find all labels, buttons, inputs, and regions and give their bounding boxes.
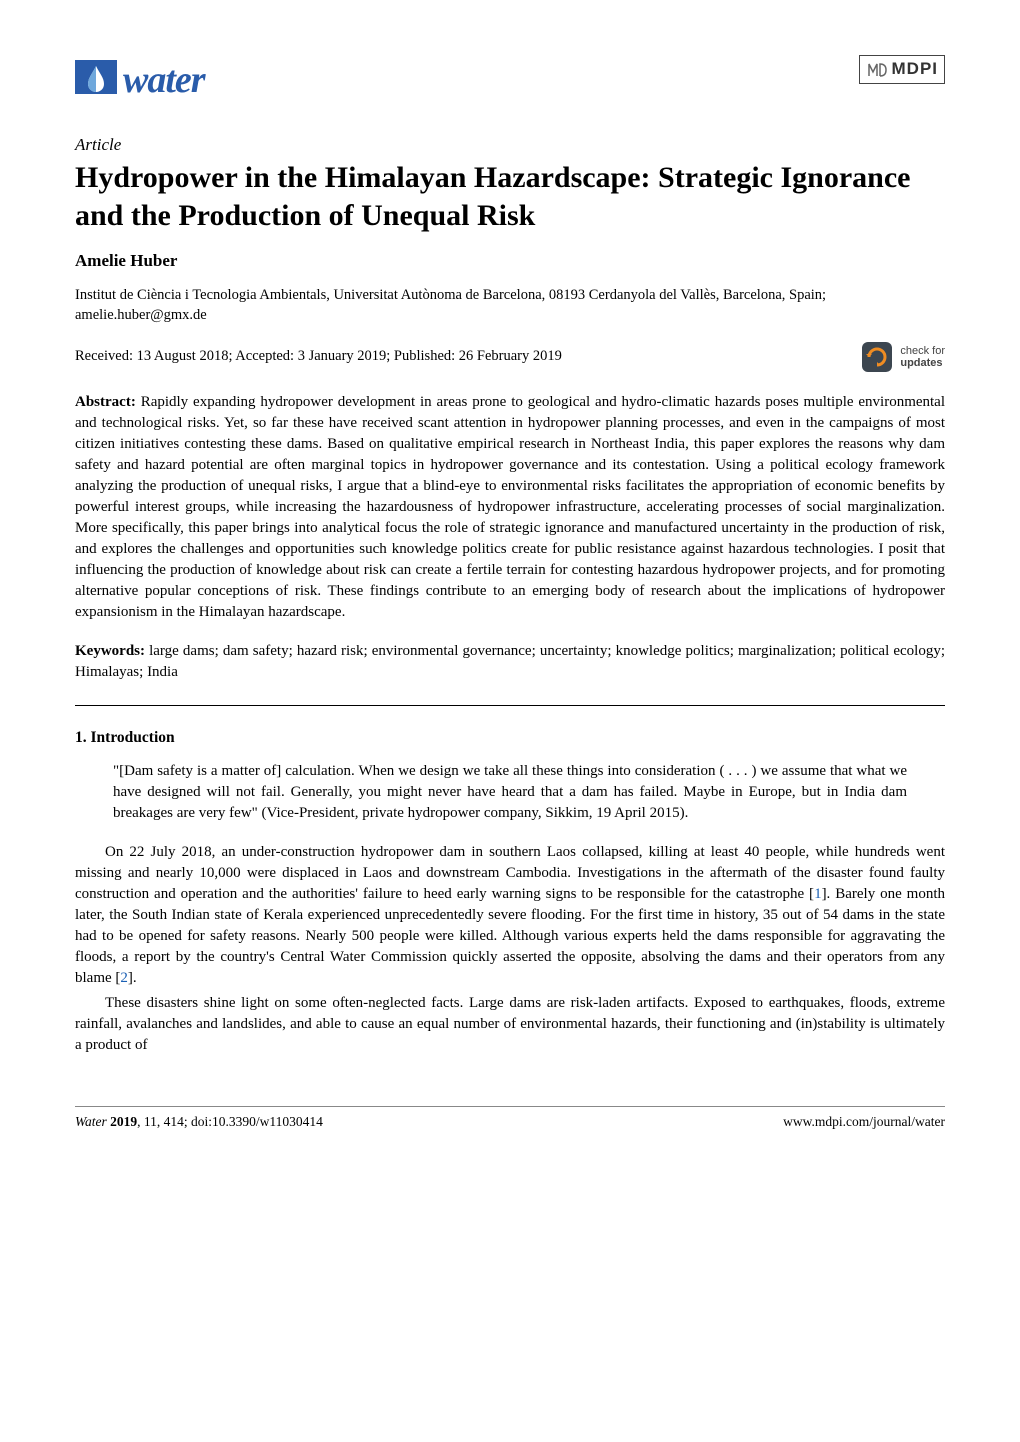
author-affiliation: Institut de Ciència i Tecnologia Ambient… <box>75 285 945 326</box>
header-row: water MDPI <box>75 55 945 106</box>
water-drop-icon <box>75 60 117 102</box>
citation-ref-2[interactable]: 2 <box>120 970 128 986</box>
mdpi-icon <box>866 58 888 80</box>
footer-year: 2019 <box>110 1114 137 1129</box>
check-updates-line1: check for <box>900 345 945 357</box>
publisher-logo: MDPI <box>859 55 946 84</box>
abstract-block: Abstract: Rapidly expanding hydropower d… <box>75 392 945 623</box>
intro-quote: "[Dam safety is a matter of] calculation… <box>113 761 907 824</box>
check-updates-icon <box>860 340 894 374</box>
dates-row: Received: 13 August 2018; Accepted: 3 Ja… <box>75 340 945 374</box>
citation-ref-1[interactable]: 1 <box>814 886 822 902</box>
section-divider <box>75 705 945 706</box>
body-paragraph-2: These disasters shine light on some ofte… <box>75 993 945 1056</box>
check-updates-badge[interactable]: check for updates <box>860 340 945 374</box>
page-footer: Water 2019, 11, 414; doi:10.3390/w110304… <box>75 1106 945 1131</box>
keywords-label: Keywords: <box>75 643 145 659</box>
check-updates-line2: updates <box>900 357 945 369</box>
author-name: Amelie Huber <box>75 250 945 273</box>
footer-doi: , 11, 414; doi:10.3390/w11030414 <box>137 1114 323 1129</box>
keywords-block: Keywords: large dams; dam safety; hazard… <box>75 641 945 683</box>
publisher-name: MDPI <box>892 58 939 81</box>
abstract-label: Abstract: <box>75 394 136 410</box>
journal-name: water <box>123 55 205 106</box>
section-heading: 1. Introduction <box>75 728 945 749</box>
check-updates-text: check for updates <box>900 345 945 369</box>
footer-journal: Water <box>75 1114 110 1129</box>
publication-dates: Received: 13 August 2018; Accepted: 3 Ja… <box>75 347 562 367</box>
article-title: Hydropower in the Himalayan Hazardscape:… <box>75 159 945 234</box>
abstract-text: Rapidly expanding hydropower development… <box>75 394 945 620</box>
body-paragraph-1: On 22 July 2018, an under-construction h… <box>75 842 945 989</box>
para1-post: ]. <box>128 970 137 986</box>
keywords-text: large dams; dam safety; hazard risk; env… <box>75 643 945 680</box>
journal-logo-block: water <box>75 55 205 106</box>
footer-right: www.mdpi.com/journal/water <box>783 1113 945 1131</box>
footer-left: Water 2019, 11, 414; doi:10.3390/w110304… <box>75 1113 323 1131</box>
article-type-label: Article <box>75 134 945 157</box>
